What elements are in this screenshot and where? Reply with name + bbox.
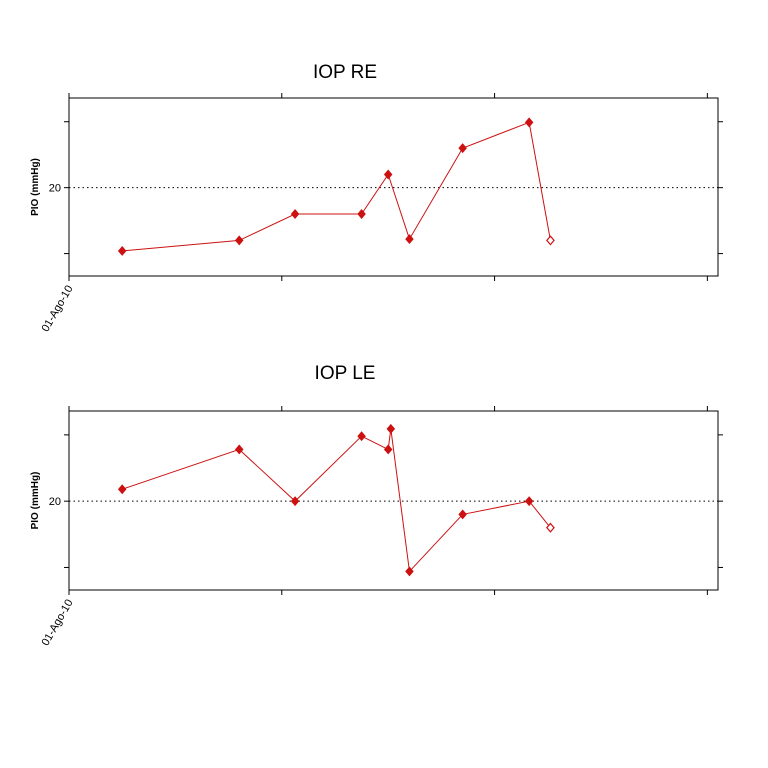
- y-axis-title-le: PIO (mmHg): [30, 472, 41, 530]
- series-line-le: [122, 428, 551, 573]
- data-point-re-8: [546, 235, 555, 246]
- data-point-le-4: [383, 444, 393, 455]
- data-point-re-6: [458, 143, 467, 154]
- data-point-re-3: [357, 209, 366, 219]
- y-axis-title-re: PIO (mmHg): [30, 158, 41, 216]
- plot-frame-le: [68, 410, 719, 591]
- data-point-le-8: [524, 496, 534, 507]
- data-point-le-3: [357, 431, 366, 442]
- chart-title-le: IOP LE: [314, 363, 376, 384]
- y-tick-label-le: 20: [49, 496, 61, 508]
- data-point-re-0: [117, 245, 127, 256]
- data-point-le-5: [386, 423, 396, 434]
- chart-title-re: IOP RE: [312, 62, 378, 83]
- data-point-le-9: [546, 522, 555, 533]
- data-point-le-2: [290, 496, 300, 507]
- data-point-le-1: [234, 444, 244, 455]
- data-point-le-7: [458, 509, 467, 520]
- y-tick-label-re: 20: [49, 183, 61, 195]
- x-tick-label-re: 01-Ago-10: [40, 284, 76, 334]
- data-point-re-4: [383, 169, 393, 180]
- data-point-re-7: [524, 117, 534, 128]
- data-point-le-0: [117, 484, 127, 495]
- data-point-le-6: [405, 566, 414, 577]
- series-line-re: [122, 121, 551, 252]
- data-point-re-2: [290, 209, 300, 219]
- plot-frame-re: [68, 97, 719, 277]
- data-point-re-5: [405, 234, 414, 245]
- x-tick-label-le: 01-Ago-10: [40, 598, 76, 648]
- data-point-re-1: [234, 235, 244, 246]
